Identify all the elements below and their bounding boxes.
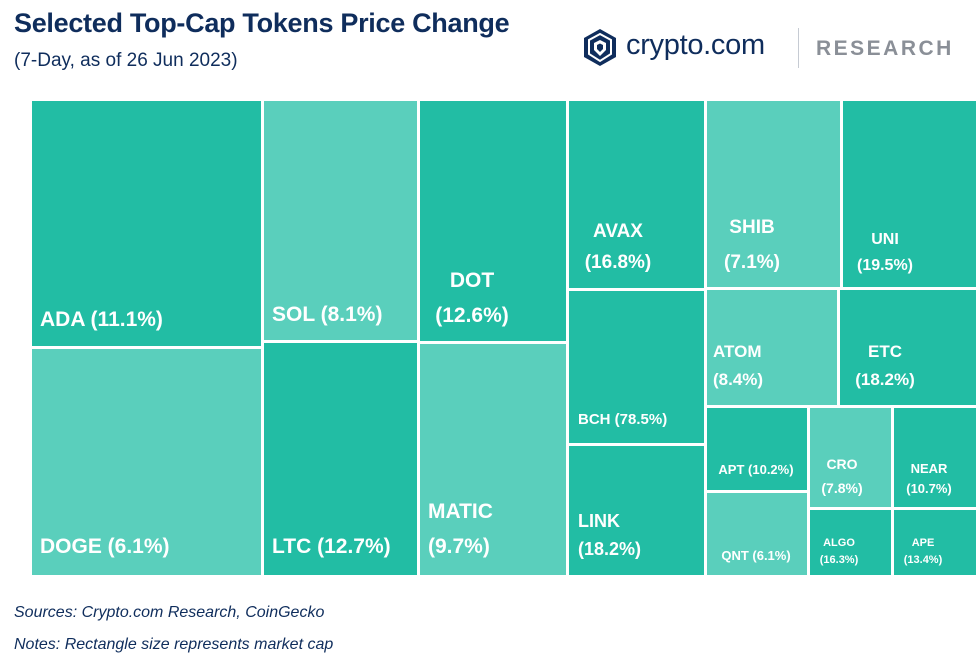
tile-rect-atom bbox=[707, 290, 837, 405]
tile-rect-bch bbox=[569, 291, 704, 443]
tile-name-ape: APE bbox=[912, 537, 935, 549]
tile-label-sol: SOL (8.1%) bbox=[272, 303, 382, 326]
tile-label-bch: BCH (78.5%) bbox=[578, 411, 667, 428]
tile-rect-matic bbox=[420, 344, 566, 575]
tile-avax: AVAX (16.8%) bbox=[569, 101, 704, 288]
chart-subtitle: (7-Day, as of 26 Jun 2023) bbox=[14, 50, 238, 71]
tile-value-algo: (16.3%) bbox=[820, 554, 859, 566]
tile-value-shib: (7.1%) bbox=[724, 252, 780, 273]
tile-sol: SOL (8.1%) bbox=[264, 101, 417, 340]
brand-section-label: RESEARCH bbox=[816, 37, 954, 60]
tile-name-near: NEAR bbox=[911, 461, 948, 476]
tile-dot: DOT (12.6%) bbox=[420, 101, 566, 341]
tile-name-shib: SHIB bbox=[729, 217, 774, 238]
brand-name: crypto.com bbox=[626, 29, 765, 61]
brand-divider bbox=[798, 28, 799, 68]
tile-label-apt: APT (10.2%) bbox=[718, 462, 793, 477]
tile-rect-uni bbox=[843, 101, 976, 287]
crypto-com-logo-icon bbox=[584, 29, 616, 66]
tile-name-uni: UNI bbox=[871, 231, 899, 248]
tile-value-uni: (19.5%) bbox=[857, 257, 913, 274]
tile-rect-ada bbox=[32, 101, 261, 346]
chart-title: Selected Top-Cap Tokens Price Change bbox=[14, 8, 510, 38]
tile-name-matic: MATIC bbox=[428, 500, 493, 523]
tile-rect-doge bbox=[32, 349, 261, 575]
tile-ltc: LTC (12.7%) bbox=[264, 343, 417, 575]
tile-qnt: QNT (6.1%) bbox=[707, 493, 807, 575]
tile-name-atom: ATOM bbox=[713, 342, 761, 361]
tile-value-ape: (13.4%) bbox=[904, 554, 943, 566]
tile-ada: ADA (11.1%) bbox=[32, 101, 261, 346]
tile-value-avax: (16.8%) bbox=[585, 252, 652, 273]
tile-name-avax: AVAX bbox=[593, 221, 643, 242]
brand-header: crypto.com RESEARCH bbox=[582, 28, 962, 72]
tile-name-algo: ALGO bbox=[823, 537, 855, 549]
tile-value-matic: (9.7%) bbox=[428, 535, 490, 558]
tile-rect-apt bbox=[707, 408, 807, 490]
tile-rect-shib bbox=[707, 101, 840, 287]
tile-rect-algo bbox=[810, 510, 891, 575]
tile-doge: DOGE (6.1%) bbox=[32, 349, 261, 575]
market-cap-note: Notes: Rectangle size represents market … bbox=[14, 636, 334, 653]
tile-matic: MATIC (9.7%) bbox=[420, 344, 566, 575]
tile-atom: ATOM (8.4%) bbox=[707, 290, 837, 405]
tile-name-etc: ETC bbox=[868, 342, 902, 361]
tile-label-ltc: LTC (12.7%) bbox=[272, 535, 391, 558]
tile-name-dot: DOT bbox=[450, 269, 495, 292]
tile-bch: BCH (78.5%) bbox=[569, 291, 704, 443]
tile-label-ada: ADA (11.1%) bbox=[40, 308, 163, 331]
tile-rect-cro bbox=[810, 408, 891, 507]
tile-algo: ALGO (16.3%) bbox=[810, 510, 891, 575]
tile-ape: APE (13.4%) bbox=[894, 510, 976, 575]
tile-rect-dot bbox=[420, 101, 566, 341]
tile-rect-near bbox=[894, 408, 976, 507]
tile-value-cro: (7.8%) bbox=[821, 480, 862, 496]
tile-label-doge: DOGE (6.1%) bbox=[40, 535, 170, 558]
tile-rect-avax bbox=[569, 101, 704, 288]
tile-near: NEAR (10.7%) bbox=[894, 408, 976, 507]
tile-value-dot: (12.6%) bbox=[435, 304, 509, 327]
tile-rect-qnt bbox=[707, 493, 807, 575]
tile-value-etc: (18.2%) bbox=[855, 370, 915, 389]
tile-rect-ape bbox=[894, 510, 976, 575]
tile-etc: ETC (18.2%) bbox=[840, 290, 976, 405]
tile-rect-link bbox=[569, 446, 704, 575]
tile-name-link: LINK bbox=[578, 511, 620, 531]
tile-shib: SHIB (7.1%) bbox=[707, 101, 840, 287]
tile-rect-sol bbox=[264, 101, 417, 340]
tile-link: LINK (18.2%) bbox=[569, 446, 704, 575]
tile-cro: CRO (7.8%) bbox=[810, 408, 891, 507]
tile-value-link: (18.2%) bbox=[578, 539, 641, 559]
tile-rect-ltc bbox=[264, 343, 417, 575]
tile-apt: APT (10.2%) bbox=[707, 408, 807, 490]
sources-note: Sources: Crypto.com Research, CoinGecko bbox=[14, 604, 325, 621]
tile-name-cro: CRO bbox=[826, 456, 857, 472]
tile-uni: UNI (19.5%) bbox=[843, 101, 976, 287]
tile-value-near: (10.7%) bbox=[906, 481, 952, 496]
tile-rect-etc bbox=[840, 290, 976, 405]
tile-label-qnt: QNT (6.1%) bbox=[721, 548, 790, 563]
tile-value-atom: (8.4%) bbox=[713, 370, 763, 389]
